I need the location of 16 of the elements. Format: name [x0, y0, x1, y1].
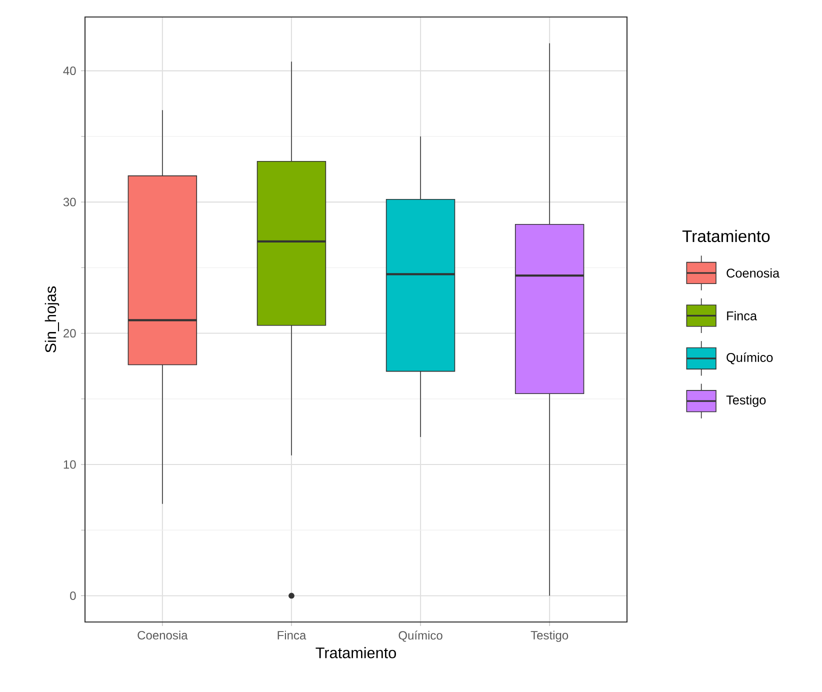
- x-tick-label: Químico: [398, 630, 442, 642]
- x-tick-label: Coenosia: [138, 630, 188, 640]
- y-axis-title: Sin_hojas: [44, 286, 60, 352]
- y-tick-label: 10: [64, 460, 76, 469]
- y-tick-label: 40: [63, 66, 76, 76]
- y-tick-label: 30: [63, 198, 76, 206]
- legend-title: Tratamiento: [682, 230, 770, 242]
- legend-label: Finca: [727, 311, 758, 320]
- x-axis-title: Tratamiento: [316, 647, 396, 658]
- legend-label: Coenosia: [726, 268, 780, 278]
- legend-label: Testigo: [726, 395, 766, 407]
- x-tick-label: Testigo: [530, 630, 568, 642]
- x-tick-label: Finca: [278, 630, 306, 640]
- y-tick-label: 20: [64, 329, 76, 338]
- y-tick-label: 0: [70, 591, 76, 600]
- legend-label: Químico: [726, 352, 773, 364]
